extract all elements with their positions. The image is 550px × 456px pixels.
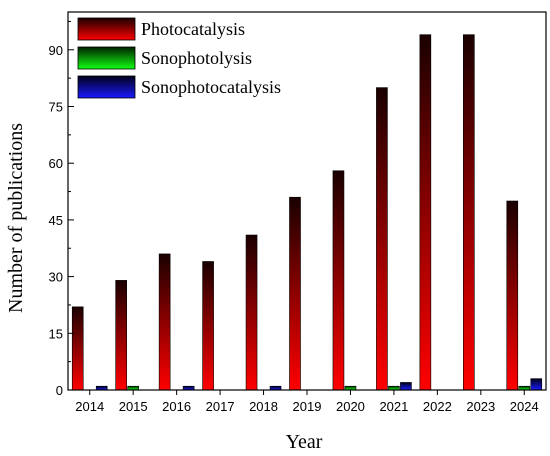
legend-swatch-sonophotolysis: [77, 46, 136, 70]
bar-sonophotocatalysis-2021: [400, 382, 412, 391]
x-tick-label-2018: 2018: [249, 399, 278, 414]
bar-photocatalysis-2020: [332, 170, 345, 391]
bar-sonophotocatalysis-2024: [530, 378, 543, 391]
legend-swatch-sonophotocatalysis: [77, 75, 136, 99]
bar-photocatalysis-2018: [245, 234, 258, 391]
legend: Photocatalysis Sonophotolysis Sonophotocat…: [77, 17, 281, 99]
x-axis-title: Year: [286, 431, 323, 453]
x-tick-label-2014: 2014: [75, 399, 104, 414]
y-tick-label-30: 30: [49, 270, 63, 285]
y-tick-label-75: 75: [49, 100, 63, 115]
bar-photocatalysis-2014: [71, 306, 84, 391]
legend-label-photocatalysis: Photocatalysis: [141, 19, 245, 39]
x-tick-label-2019: 2019: [293, 399, 322, 414]
bar-photocatalysis-2021: [376, 87, 388, 391]
bar-photocatalysis-2022: [419, 34, 432, 391]
x-tick-label-2017: 2017: [206, 399, 235, 414]
x-tick-label-2015: 2015: [119, 399, 148, 414]
bar-photocatalysis-2023: [463, 34, 475, 391]
bar-photocatalysis-2024: [506, 200, 519, 391]
bar-photocatalysis-2017: [202, 261, 214, 391]
bar-photocatalysis-2015: [115, 280, 127, 391]
y-tick-label-45: 45: [49, 213, 63, 228]
y-tick-label-90: 90: [49, 43, 63, 58]
y-axis-title: Number of publications: [5, 123, 27, 313]
bars-group: [71, 34, 543, 391]
x-tick-label-2021: 2021: [379, 399, 408, 414]
x-tick-label-2020: 2020: [336, 399, 365, 414]
x-tick-label-2016: 2016: [162, 399, 191, 414]
x-tick-label-2023: 2023: [466, 399, 495, 414]
ticks-group: 0 15 30 45 60 75 90 2014 2015 2016 2017 2018 2019 202…: [49, 20, 539, 414]
y-tick-label-60: 60: [49, 156, 63, 171]
x-tick-label-2024: 2024: [510, 399, 539, 414]
legend-swatch-photocatalysis: [77, 17, 136, 41]
legend-label-sonophotocatalysis: Sonophotocatalysis: [141, 77, 281, 97]
x-tick-label-2022: 2022: [423, 399, 452, 414]
y-tick-label-15: 15: [49, 326, 63, 341]
bar-photocatalysis-2016: [158, 253, 171, 391]
legend-label-sonophotolysis: Sonophotolysis: [141, 48, 252, 68]
y-tick-label-0: 0: [56, 383, 63, 398]
bar-photocatalysis-2019: [289, 196, 301, 391]
